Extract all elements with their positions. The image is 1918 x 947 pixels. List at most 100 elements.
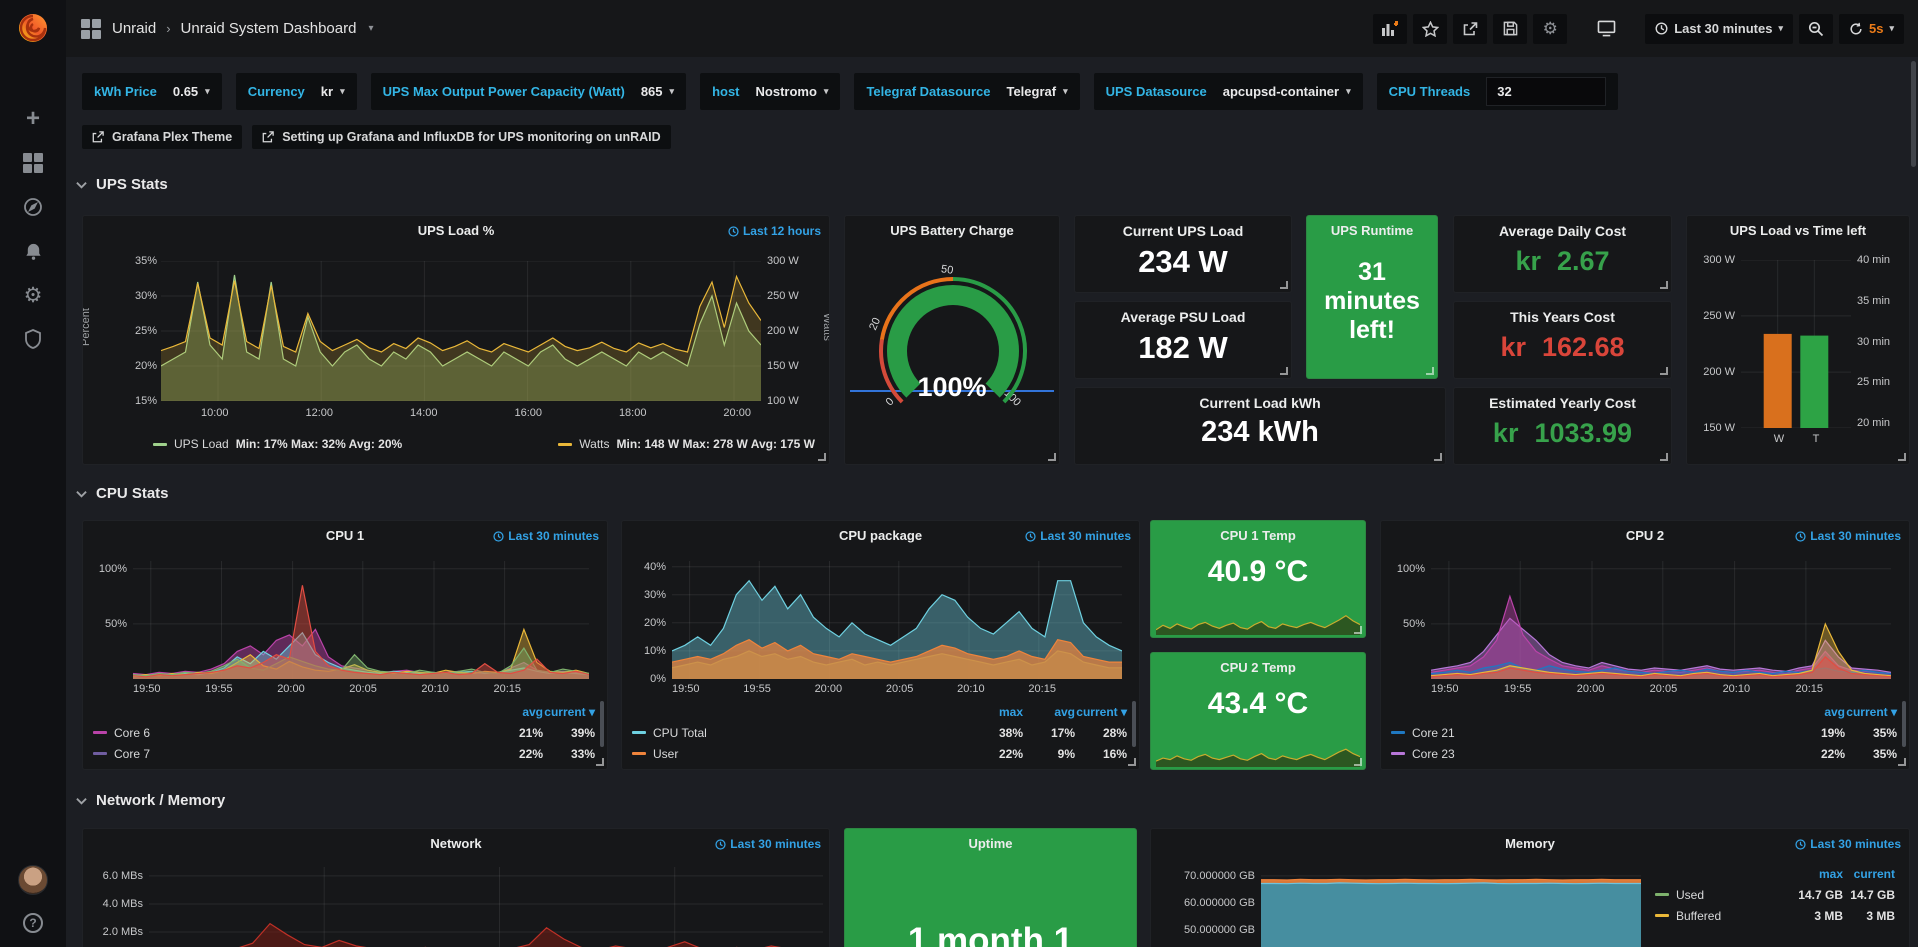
legend-sort-header[interactable]: max	[971, 705, 1023, 719]
panel-title[interactable]: CPU 2 Temp	[1151, 660, 1365, 675]
page-title[interactable]: Unraid System Dashboard	[181, 20, 357, 37]
panel-title[interactable]: UPS Load %	[83, 223, 829, 238]
variable-value[interactable]: Telegraf▾	[1006, 84, 1067, 99]
settings-gear-button[interactable]: ⚙	[1533, 14, 1567, 44]
axis-tick: 250 W	[1703, 310, 1735, 322]
variable-value[interactable]: 865▾	[641, 84, 674, 99]
legend-scrollbar[interactable]	[600, 701, 604, 747]
cpu-threads-input[interactable]: 32	[1486, 77, 1606, 106]
panel-title[interactable]: Average PSU Load	[1075, 309, 1291, 325]
share-button[interactable]	[1453, 14, 1487, 44]
legend-series-name[interactable]: Core 21	[1391, 726, 1793, 740]
legend-series-name[interactable]: User	[632, 747, 971, 761]
variable-host[interactable]: host Nostromo▾	[700, 73, 840, 110]
variable-kwh-price[interactable]: kWh Price 0.65▾	[82, 73, 222, 110]
ups-load-chart[interactable]	[161, 261, 761, 401]
chevron-down-icon[interactable]: ▾	[368, 23, 373, 34]
legend-sort-header[interactable]: current	[1843, 867, 1895, 881]
section-cpu-stats[interactable]: CPU Stats	[76, 485, 169, 502]
panel-title[interactable]: UPS Battery Charge	[845, 223, 1059, 238]
panel-time-override[interactable]: Last 30 minutes	[715, 837, 821, 851]
memory-chart[interactable]	[1261, 867, 1641, 947]
network-chart[interactable]	[149, 867, 823, 947]
star-button[interactable]	[1413, 14, 1447, 44]
panel-title[interactable]: Current Load kWh	[1075, 395, 1445, 411]
axis-tick: 20:10	[1723, 683, 1751, 695]
axis-tick: 19:55	[205, 683, 233, 695]
tv-cycle-button[interactable]	[1589, 14, 1623, 44]
legend-sort-header[interactable]: max	[1791, 867, 1843, 881]
save-button[interactable]	[1493, 14, 1527, 44]
legend-sort-header[interactable]: avg	[491, 705, 543, 719]
legend-sort-header[interactable]: current ▾	[1075, 705, 1127, 719]
panel-time-override[interactable]: Last 30 minutes	[1795, 837, 1901, 851]
axis-tick: 250 W	[767, 290, 799, 302]
create-icon[interactable]: +	[22, 108, 44, 130]
axis-tick: 2.0 MBs	[103, 926, 143, 938]
legend-scrollbar[interactable]	[1902, 701, 1906, 747]
panel-time-override[interactable]: Last 30 minutes	[1795, 529, 1901, 543]
cpu-package-chart[interactable]	[672, 561, 1122, 679]
panel-title[interactable]: Estimated Yearly Cost	[1454, 395, 1671, 411]
variable-currency[interactable]: Currency kr▾	[236, 73, 357, 110]
ups-bars-chart[interactable]	[1741, 260, 1851, 428]
panel-title[interactable]: Average Daily Cost	[1454, 223, 1671, 239]
variable-value[interactable]: 0.65▾	[173, 84, 210, 99]
panel-title[interactable]: CPU 1 Temp	[1151, 528, 1365, 543]
legend-series-watts[interactable]: Watts Min: 148 W Max: 278 W Avg: 175 W	[558, 437, 815, 451]
alerting-bell-icon[interactable]	[22, 240, 44, 262]
legend-sort-header[interactable]: avg	[1023, 705, 1075, 719]
time-range-picker[interactable]: Last 30 minutes ▾	[1645, 14, 1793, 44]
user-avatar[interactable]	[18, 865, 48, 895]
explore-icon[interactable]	[22, 196, 44, 218]
help-icon[interactable]: ?	[23, 913, 43, 933]
section-ups-stats[interactable]: UPS Stats	[76, 176, 168, 193]
legend-sort-header[interactable]: current ▾	[1845, 705, 1897, 719]
legend-series-name[interactable]: Core 7	[93, 747, 491, 761]
variable-value[interactable]: Nostromo▾	[756, 84, 829, 99]
panel-time-override[interactable]: Last 12 hours	[728, 224, 821, 238]
variable-value[interactable]: kr▾	[321, 84, 345, 99]
legend-series-name[interactable]: Buffered	[1655, 909, 1791, 923]
legend-series-ups-load[interactable]: UPS Load Min: 17% Max: 32% Avg: 20%	[153, 437, 402, 451]
legend-sort-header[interactable]: avg	[1793, 705, 1845, 719]
zoom-out-button[interactable]	[1799, 14, 1833, 44]
breadcrumb-folder[interactable]: Unraid	[112, 20, 156, 37]
link-grafana-plex-theme[interactable]: Grafana Plex Theme	[82, 125, 242, 149]
server-admin-shield-icon[interactable]	[22, 328, 44, 350]
legend-series-name[interactable]: Core 23	[1391, 747, 1793, 761]
panel-time-override[interactable]: Last 30 minutes	[493, 529, 599, 543]
variable-ups-datasource[interactable]: UPS Datasource apcupsd-container▾	[1094, 73, 1363, 110]
refresh-picker[interactable]: 5s ▾	[1839, 14, 1904, 44]
cpu1-chart[interactable]	[133, 561, 589, 679]
configuration-gear-icon[interactable]: ⚙	[22, 284, 44, 306]
legend-sort-header[interactable]: current ▾	[543, 705, 595, 719]
link-ups-monitoring-guide[interactable]: Setting up Grafana and InfluxDB for UPS …	[252, 125, 670, 149]
variable-telegraf-datasource[interactable]: Telegraf Datasource Telegraf▾	[854, 73, 1079, 110]
legend-series-name[interactable]: CPU Total	[632, 726, 971, 740]
panel-title[interactable]: UPS Runtime	[1307, 223, 1437, 238]
panel-title[interactable]: Uptime	[845, 836, 1136, 851]
stat-value: 31 minutes left!	[1307, 258, 1437, 344]
panel-legend: avgcurrent ▾Core 2119%35%Core 2322%35%	[1391, 701, 1897, 764]
legend-scrollbar[interactable]	[1132, 701, 1136, 747]
dashboard-grid-icon[interactable]	[80, 18, 102, 40]
add-panel-button[interactable]	[1373, 14, 1407, 44]
cpu2-chart[interactable]	[1431, 561, 1891, 679]
panel-title[interactable]: This Years Cost	[1454, 309, 1671, 325]
panel-title[interactable]: UPS Load vs Time left	[1687, 223, 1909, 238]
variable-value[interactable]: apcupsd-container▾	[1223, 84, 1351, 99]
dashboards-icon[interactable]	[22, 152, 44, 174]
external-link-icon	[262, 131, 274, 143]
section-network-memory[interactable]: Network / Memory	[76, 792, 225, 809]
stat-value: 40.9 °C	[1151, 555, 1365, 589]
legend-series-name[interactable]: Core 6	[93, 726, 491, 740]
page-scrollbar[interactable]	[1911, 61, 1916, 167]
variable-ups-max-output[interactable]: UPS Max Output Power Capacity (Watt) 865…	[371, 73, 686, 110]
grafana-logo[interactable]	[15, 10, 51, 46]
panel-uptime: Uptime 1 month 1	[844, 828, 1137, 947]
legend-series-name[interactable]: Used	[1655, 888, 1791, 902]
panel-title[interactable]: Current UPS Load	[1075, 223, 1291, 239]
panel-legend: maxavgcurrent ▾CPU Total38%17%28%User22%…	[632, 701, 1127, 764]
panel-time-override[interactable]: Last 30 minutes	[1025, 529, 1131, 543]
